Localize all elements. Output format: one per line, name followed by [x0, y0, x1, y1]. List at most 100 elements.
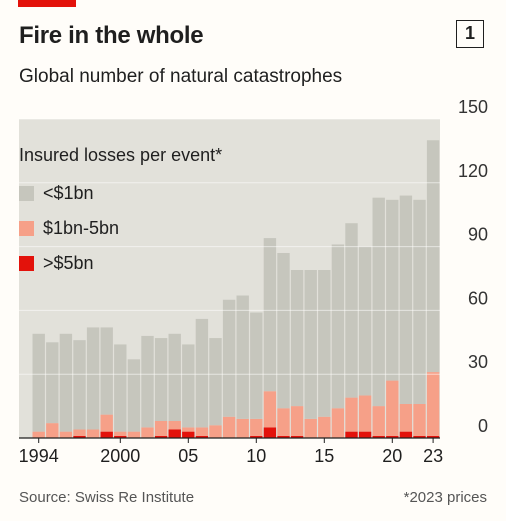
bar-2011-series-2: [263, 238, 277, 392]
x-tick-label: 1994: [19, 446, 59, 466]
bar-2008-series-2: [222, 299, 236, 417]
bar-2007-series-1: [209, 425, 222, 438]
bar-2022-series-0: [413, 435, 426, 438]
bar-2011-series-1: [263, 391, 277, 428]
bar-2006-series-2: [195, 318, 209, 428]
brand-bar: [18, 0, 76, 7]
y-tick-label: 0: [478, 416, 488, 436]
bar-2019-series-2: [372, 197, 385, 407]
x-tick-label: 23: [423, 446, 443, 466]
bar-2010-series-1: [250, 418, 263, 436]
bar-1997-series-1: [73, 429, 86, 436]
bar-2018-series-2: [358, 246, 372, 396]
bar-2015-series-1: [318, 416, 331, 438]
footnote: *2023 prices: [403, 489, 487, 506]
legend-swatch-1bn-5bn: [19, 221, 34, 236]
chart-number-badge: 1: [456, 20, 484, 48]
bar-2011-series-0: [263, 427, 277, 438]
bar-2016-series-1: [331, 408, 345, 438]
bar-2017-series-1: [345, 397, 358, 432]
chart-title: Fire in the whole: [19, 22, 204, 49]
bar-1997-series-0: [73, 435, 86, 438]
source-note: Source: Swiss Re Institute: [19, 489, 195, 506]
bar-2013-series-2: [290, 269, 304, 407]
bar-2023-series-1: [426, 372, 440, 436]
bar-1998-series-1: [86, 429, 100, 438]
bar-2003-series-2: [154, 338, 168, 421]
bar-2016-series-2: [331, 244, 345, 409]
x-tick-label: 10: [246, 446, 266, 466]
bar-2003-series-0: [154, 435, 168, 438]
y-tick-label: 60: [468, 288, 488, 308]
chart-subtitle: Global number of natural catastrophes: [19, 66, 343, 87]
bar-2004-series-1: [168, 420, 181, 430]
bar-2017-series-0: [345, 431, 358, 438]
y-tick-label: 150: [458, 97, 488, 117]
bar-2014-series-1: [304, 418, 317, 438]
x-tick-label: 2000: [100, 446, 140, 466]
bar-1995-series-2: [46, 342, 59, 424]
bar-2012-series-1: [277, 408, 290, 436]
legend-label-over-5bn: >$5bn: [43, 253, 94, 273]
legend-item-over-5bn: >$5bn: [19, 253, 94, 274]
bar-2002-series-2: [141, 335, 154, 428]
bar-2021-series-0: [399, 431, 413, 438]
y-tick-label: 90: [468, 225, 488, 245]
bar-2020-series-1: [386, 380, 399, 436]
bar-2004-series-0: [168, 429, 181, 438]
bar-2018-series-1: [358, 395, 372, 432]
bar-2004-series-2: [168, 333, 181, 421]
bar-1994-series-2: [32, 333, 45, 432]
legend-item-1bn-5bn: $1bn-5bn: [19, 218, 119, 239]
bar-1996-series-1: [59, 431, 73, 438]
bar-2021-series-2: [399, 195, 413, 404]
x-tick-label: 15: [314, 446, 334, 466]
bar-1999-series-1: [100, 414, 113, 432]
bar-2003-series-1: [154, 420, 168, 436]
bar-2021-series-1: [399, 403, 413, 432]
bar-2019-series-0: [372, 435, 385, 438]
bar-1994-series-1: [32, 431, 45, 438]
bar-2008-series-1: [222, 416, 236, 438]
bar-1999-series-0: [100, 431, 113, 438]
bar-2007-series-2: [209, 338, 222, 426]
bar-2020-series-0: [386, 435, 399, 438]
legend-swatch-over-5bn: [19, 256, 34, 271]
bar-1999-series-2: [100, 327, 113, 415]
legend-label-1bn-5bn: $1bn-5bn: [43, 218, 120, 238]
bar-2005-series-1: [182, 427, 195, 432]
bar-1995-series-1: [46, 423, 59, 438]
bar-2005-series-0: [182, 431, 195, 438]
bar-2022-series-1: [413, 403, 426, 436]
bar-2013-series-1: [290, 406, 304, 436]
bar-1996-series-2: [59, 333, 73, 432]
bar-1997-series-2: [73, 340, 86, 430]
bar-2014-series-2: [304, 269, 317, 419]
x-tick-label: 20: [382, 446, 402, 466]
bar-2012-series-2: [277, 252, 290, 409]
bar-2015-series-2: [318, 269, 331, 417]
bar-2010-series-0: [250, 435, 263, 438]
bar-2010-series-2: [250, 312, 263, 419]
bar-2020-series-2: [386, 199, 399, 381]
bar-2006-series-1: [195, 427, 209, 436]
bar-2023-series-0: [426, 435, 440, 438]
bar-2000-series-2: [114, 344, 127, 432]
legend-title: Insured losses per event*: [19, 145, 223, 165]
bar-1998-series-2: [86, 327, 100, 430]
bar-2023-series-2: [426, 140, 440, 373]
legend-swatch-under-1bn: [19, 186, 34, 201]
bar-2000-series-0: [114, 435, 127, 438]
bar-2000-series-1: [114, 431, 127, 436]
bar-2013-series-0: [290, 435, 304, 438]
bar-2001-series-1: [127, 431, 141, 438]
legend-label-under-1bn: <$1bn: [43, 183, 94, 203]
bar-2019-series-1: [372, 406, 385, 436]
y-tick-label: 30: [468, 352, 488, 372]
bar-2018-series-0: [358, 431, 372, 438]
bar-2022-series-2: [413, 199, 426, 404]
bar-2006-series-0: [195, 435, 209, 438]
bar-2001-series-2: [127, 359, 141, 432]
bar-2012-series-0: [277, 435, 290, 438]
